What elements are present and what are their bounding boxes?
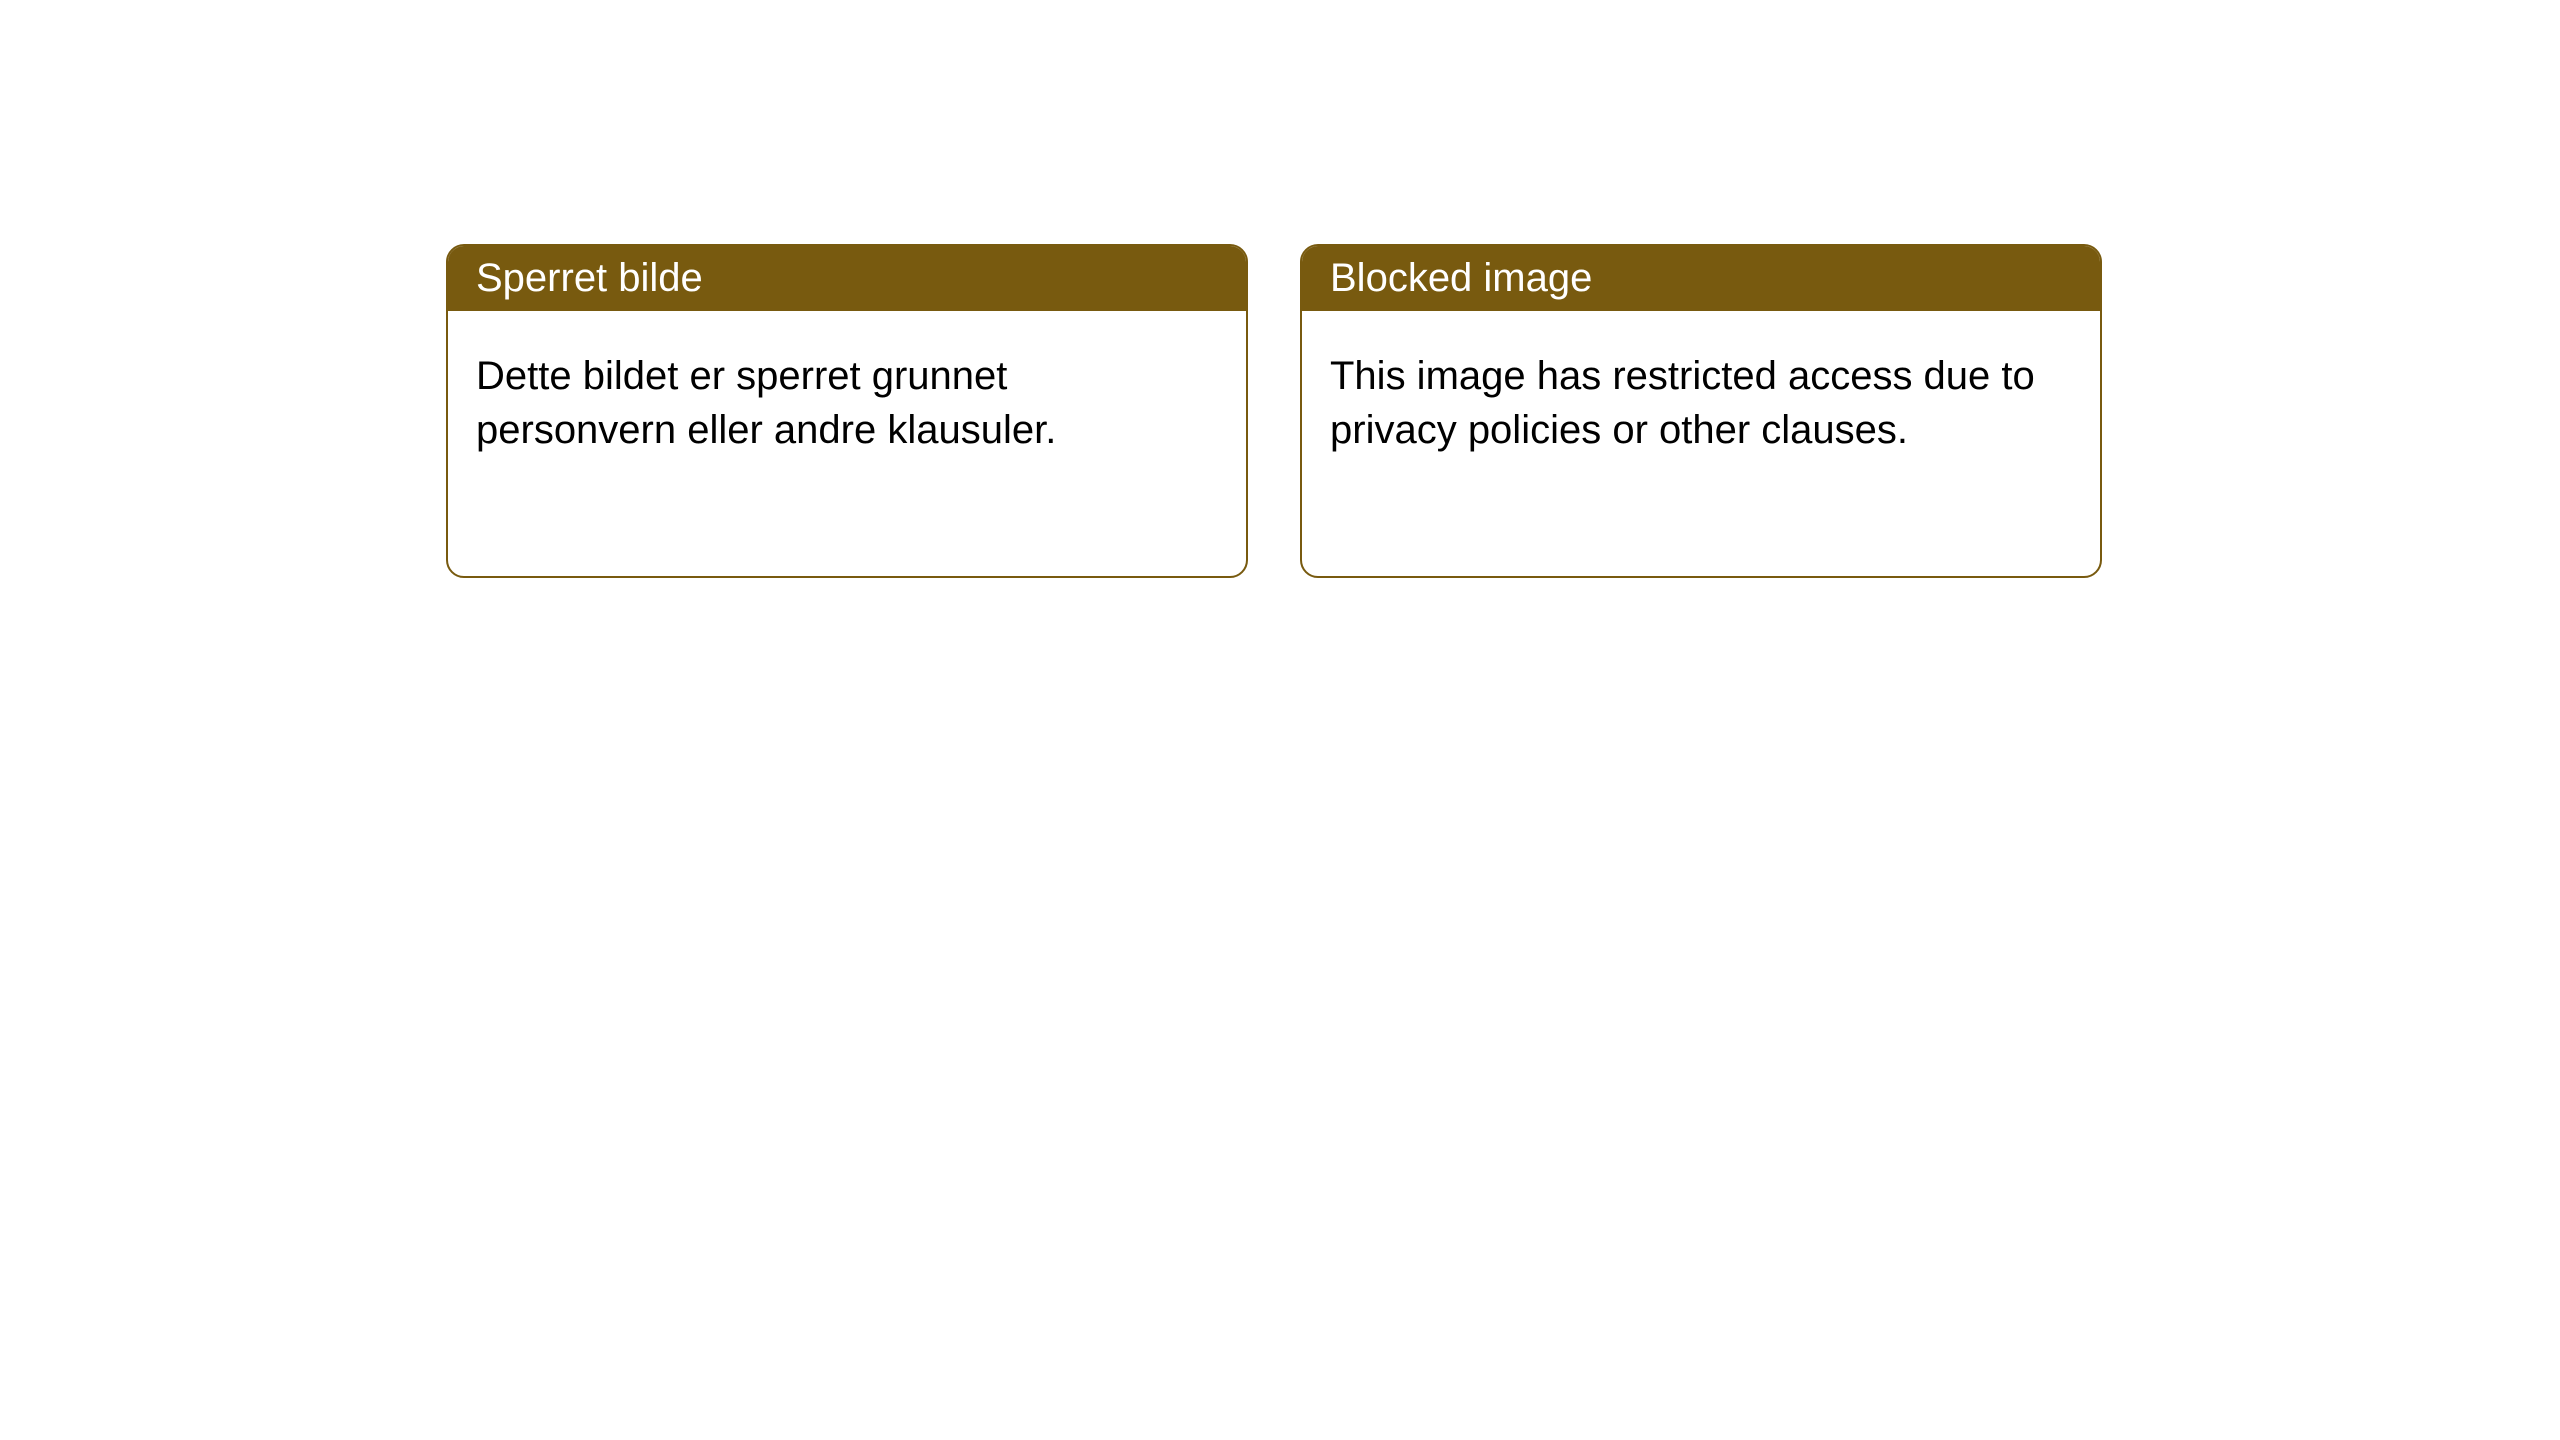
notice-card-message: Dette bildet er sperret grunnet personve…: [476, 354, 1056, 452]
notice-card-header: Sperret bilde: [448, 246, 1246, 311]
notice-card-header: Blocked image: [1302, 246, 2100, 311]
notice-card-body: Dette bildet er sperret grunnet personve…: [448, 311, 1246, 495]
notice-card-norwegian: Sperret bilde Dette bildet er sperret gr…: [446, 244, 1248, 578]
notice-card-body: This image has restricted access due to …: [1302, 311, 2100, 495]
notice-card-title: Sperret bilde: [476, 256, 703, 300]
notice-card-english: Blocked image This image has restricted …: [1300, 244, 2102, 578]
notice-card-container: Sperret bilde Dette bildet er sperret gr…: [446, 244, 2102, 578]
notice-card-message: This image has restricted access due to …: [1330, 354, 2035, 452]
notice-card-title: Blocked image: [1330, 256, 1592, 300]
